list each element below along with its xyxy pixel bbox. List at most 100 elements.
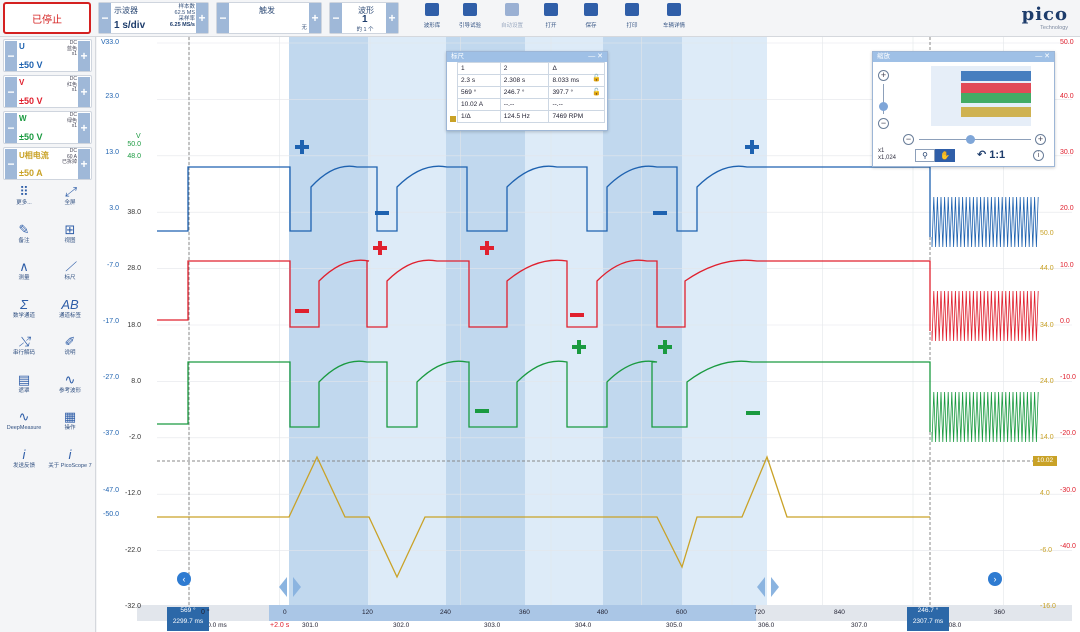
v-axis-tick: -12.0 (125, 490, 141, 497)
trigger-mode[interactable]: 无 (301, 25, 307, 31)
scroll-right-button[interactable]: › (988, 572, 1002, 586)
waveform-next-button[interactable]: + (386, 3, 398, 33)
zoom-out-vertical-button[interactable]: − (878, 118, 889, 129)
channel-card[interactable]: − U ±50 V DC 蓝色 x1 + (3, 39, 92, 72)
channel-color-name: 绿色 (66, 117, 77, 124)
tool-button[interactable]: ⤢ 全屏 (48, 183, 92, 221)
zoom-out-horizontal-button[interactable]: − (903, 134, 914, 145)
range-decrease-button[interactable]: − (5, 77, 17, 107)
ruler-handle-left[interactable] (293, 577, 301, 597)
horizontal-zoom-slider[interactable] (919, 139, 1031, 140)
range-decrease-button[interactable]: − (5, 149, 17, 179)
reset-zoom-button[interactable]: ↶ 1:1 (977, 149, 1006, 161)
ruler-right-badge[interactable]: 246.7 ° 2307.7 ms (907, 607, 949, 631)
range-increase-button[interactable]: + (78, 149, 90, 179)
v-axis-tick: 38.0 (127, 209, 141, 216)
range-decrease-button[interactable]: − (5, 41, 17, 71)
ruler-handle-right[interactable] (757, 577, 765, 597)
toolbar-button[interactable]: 保存 (573, 3, 609, 35)
v-axis-tick: -22.0 (125, 547, 141, 554)
vertical-zoom-thumb[interactable] (879, 102, 888, 111)
vertical-zoom-slider[interactable] (883, 84, 884, 114)
toolbar-button[interactable]: 自动设置 (494, 3, 530, 35)
polarity-mark (750, 140, 754, 154)
timebase-increase-button[interactable]: + (196, 3, 208, 33)
waveform-navigator: 波形 1 的 1 个 − + (329, 2, 399, 34)
timebase-decrease-button[interactable]: − (99, 3, 111, 33)
tool-button[interactable]: ∿ 参考波形 (48, 371, 92, 409)
channel-card[interactable]: − U相电流 ±50 A DC 60 A 已拆掉 + (3, 147, 92, 180)
tool-button[interactable]: ⊞ 视图 (48, 221, 92, 259)
zoom-overview[interactable] (903, 66, 1046, 126)
range-increase-button[interactable]: + (78, 113, 90, 143)
channel-card[interactable]: − W ±50 V DC 绿色 x1 + (3, 111, 92, 144)
trace-u (157, 165, 931, 237)
close-icon[interactable]: — ✕ (588, 53, 603, 60)
tool-button[interactable]: ⤭ 串行解码 (2, 333, 46, 371)
tool-label: 参考波形 (58, 387, 81, 394)
channel-range[interactable]: ±50 A (19, 168, 43, 178)
channel-range[interactable]: ±50 V (19, 96, 43, 106)
toolbar-button[interactable]: 车辆详情 (656, 3, 692, 35)
ruler-handle-left[interactable] (279, 577, 287, 597)
tool-label: 操作 (64, 425, 76, 431)
toolbar-button[interactable]: 打印 (614, 3, 650, 35)
tool-button[interactable]: ∿ DeepMeasure (2, 408, 46, 446)
w-axis-tick: 40.0 (1060, 93, 1074, 100)
trigger-control: − 触发 无 + (216, 2, 322, 34)
tool-button[interactable]: ⠿ 更多... (2, 183, 46, 221)
tool-button[interactable]: ▦ 操作 (48, 408, 92, 446)
tool-button[interactable]: i 关于 PicoScope 7 (48, 446, 92, 484)
x-time-tick: 306.0 (758, 622, 775, 629)
zoom-in-horizontal-button[interactable]: + (1035, 134, 1046, 145)
tool-button[interactable]: Σ 数学通道 (2, 296, 46, 334)
tool-button[interactable]: ✎ 备注 (2, 221, 46, 259)
channel-range[interactable]: ±50 V (19, 60, 43, 70)
waveform-canvas[interactable] (97, 37, 1080, 632)
ruler-left-badge[interactable]: 569 ° 2299.7 ms (167, 607, 209, 631)
waveform-index[interactable]: 1 (362, 14, 368, 25)
channel-card[interactable]: − V ±50 V DC 红色 x1 + (3, 75, 92, 108)
channel-name: W (19, 114, 27, 123)
info-icon[interactable]: i (1033, 150, 1044, 161)
tool-button[interactable]: AB 通道标签 (48, 296, 92, 334)
lock-icon[interactable]: 🔓 (592, 75, 601, 82)
ruler-degree: 569 ° (180, 607, 196, 614)
view-grid-icon: ⊞ (64, 221, 76, 237)
toolbar-button[interactable]: 波形库 (414, 3, 450, 35)
channel-range[interactable]: ±50 V (19, 132, 43, 142)
current-marker-badge[interactable]: 10.02 (1033, 456, 1057, 466)
tool-button[interactable]: ▤ 遮罩 (2, 371, 46, 409)
close-icon[interactable]: — ✕ (1035, 53, 1050, 60)
x-degree-tick: 480 (597, 609, 608, 616)
x-degree-tick: 720 (754, 609, 765, 616)
w-axis-tick: 30.0 (1060, 149, 1074, 156)
waveform-prev-button[interactable]: − (330, 3, 342, 33)
waveform-count: 的 1 个 (356, 27, 374, 33)
lock-icon[interactable]: 🔓 (592, 89, 601, 96)
zoom-tool-icon[interactable]: ⚲ (915, 149, 935, 162)
v-axis-tick: -2.0 (128, 434, 141, 441)
a-axis-tick: 34.0 (1040, 322, 1054, 329)
ruler-cell: 10.02 A (457, 98, 501, 111)
toolbar-button[interactable]: 打开 (533, 3, 569, 35)
range-increase-button[interactable]: + (78, 77, 90, 107)
scope-plot[interactable]: 33.0 23.0 13.0 3.0 -7.0 -17.0 -27.0 -37.0 -47.0 5… (97, 37, 1080, 632)
table-row: 1/Δ 124.5 Hz 7469 RPM (457, 110, 605, 123)
tool-button[interactable]: i 发送反馈 (2, 446, 46, 484)
ruler-handle-right[interactable] (771, 577, 779, 597)
zoom-in-vertical-button[interactable]: + (878, 70, 889, 81)
range-decrease-button[interactable]: − (5, 113, 17, 143)
tool-button[interactable]: ✐ 说明 (48, 333, 92, 371)
timebase-value[interactable]: 1 s/div (114, 20, 146, 31)
horizontal-zoom-thumb[interactable] (966, 135, 975, 144)
stop-button[interactable]: 已停止 (3, 2, 91, 34)
trigger-decrease-button[interactable]: − (217, 3, 229, 33)
tool-button[interactable]: ∧ 测量 (2, 258, 46, 296)
toolbar-button[interactable]: 引导试验 (452, 3, 488, 35)
scroll-left-button[interactable]: ‹ (177, 572, 191, 586)
trigger-increase-button[interactable]: + (309, 3, 321, 33)
range-increase-button[interactable]: + (78, 41, 90, 71)
tool-button[interactable]: ⟋ 标尺 (48, 258, 92, 296)
pan-hand-icon[interactable]: ✋ (935, 149, 955, 162)
